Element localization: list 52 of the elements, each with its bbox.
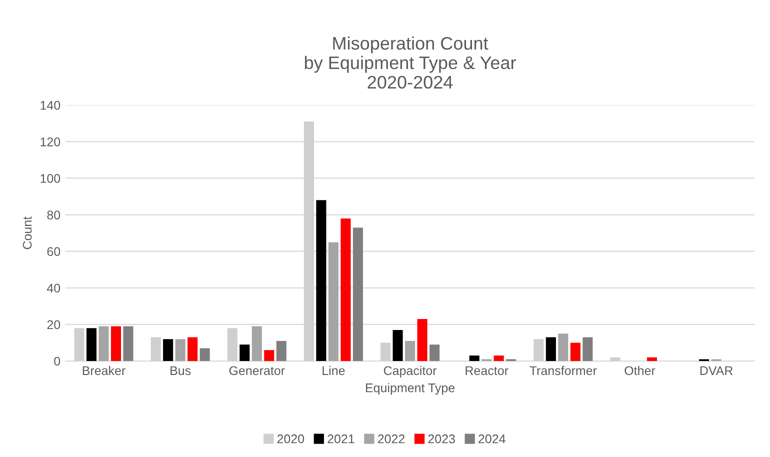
x-tick-label: Transformer xyxy=(530,366,597,376)
legend-label: 2023 xyxy=(428,434,455,444)
y-tick-label: 80 xyxy=(47,210,60,220)
y-tick-label: 40 xyxy=(46,284,60,293)
x-tick-label: Reactor xyxy=(466,366,508,376)
bar xyxy=(546,337,556,362)
bar xyxy=(430,344,440,362)
bar xyxy=(316,200,326,362)
bar xyxy=(582,337,593,362)
bar xyxy=(558,334,568,362)
x-tick-label: DVAR xyxy=(700,366,733,375)
x-axis-title: Equipment Type xyxy=(366,383,455,395)
y-tick-label: 60 xyxy=(47,247,60,256)
legend-label: 2021 xyxy=(328,434,354,444)
bar xyxy=(469,356,480,362)
x-tick-label: Breaker xyxy=(82,366,126,376)
x-tick-label: Line xyxy=(322,366,345,376)
x-tick-label: Generator xyxy=(229,366,285,376)
y-tick-label: 100 xyxy=(40,174,60,183)
legend-label: 2024 xyxy=(478,434,506,444)
bar xyxy=(405,340,416,362)
legend-label: 2020 xyxy=(277,434,304,444)
bar xyxy=(98,326,109,362)
bar xyxy=(175,339,186,362)
bar xyxy=(276,340,286,362)
legend-label: 2022 xyxy=(378,434,405,444)
bar xyxy=(123,326,134,362)
bar xyxy=(188,337,198,362)
x-tick-label: Other xyxy=(624,366,656,376)
bar xyxy=(646,357,658,362)
bar xyxy=(252,326,262,362)
x-tick-label: Capacitor xyxy=(384,366,437,378)
y-tick-label: 20 xyxy=(47,320,60,330)
bar xyxy=(200,348,210,362)
bar xyxy=(392,330,403,362)
y-tick-label: 140 xyxy=(40,100,60,110)
bar xyxy=(352,228,363,362)
bar xyxy=(417,318,428,362)
bar xyxy=(163,339,174,362)
bar xyxy=(328,242,338,362)
x-tick-label: Bus xyxy=(170,366,191,376)
bar xyxy=(110,326,122,362)
y-tick-label: 120 xyxy=(40,137,60,146)
chart-title: Misoperation Count by Equipment Type & Year 2020-2024 xyxy=(304,36,516,89)
bar xyxy=(494,356,504,362)
bar xyxy=(340,218,351,362)
bar xyxy=(264,350,274,362)
bar xyxy=(570,342,580,362)
bar xyxy=(86,328,97,362)
y-axis-title: Count xyxy=(22,216,32,250)
y-tick-label: 0 xyxy=(54,356,60,366)
bar xyxy=(240,344,250,362)
